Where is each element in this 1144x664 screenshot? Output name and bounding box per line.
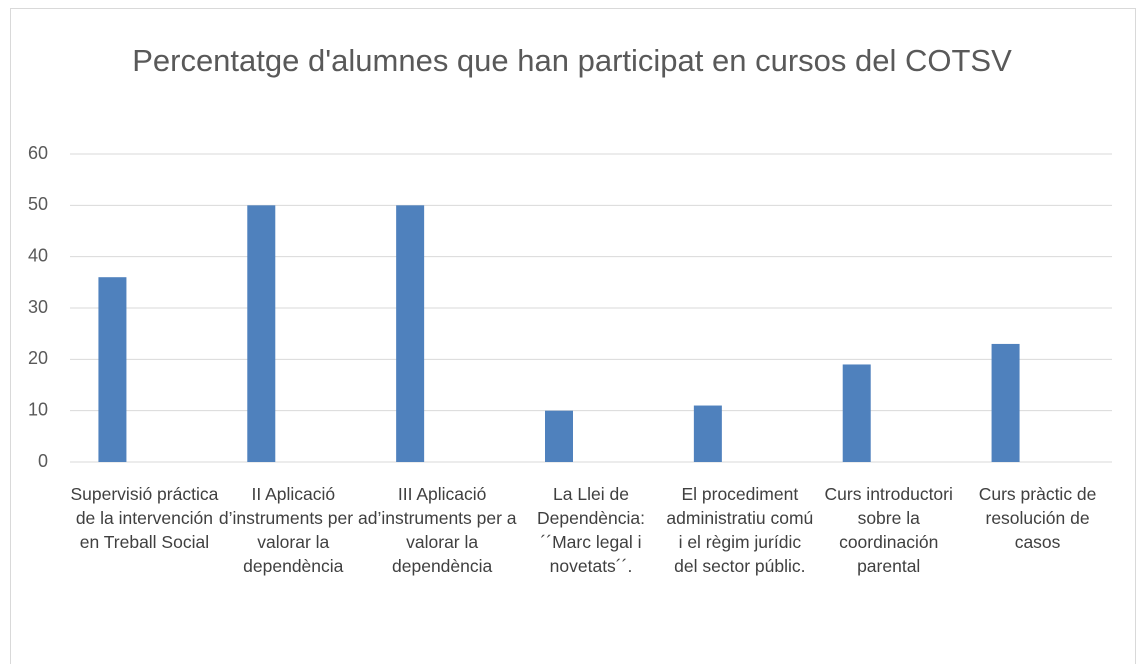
x-tick-label: Curs introductori sobre la coordinación … [824,484,953,576]
bar [842,364,871,462]
y-tick-label: 30 [28,297,48,317]
x-tick-label: Curs pràctic de resolución de casos [978,484,1097,552]
x-tick-label: El procediment administratiu comú i el r… [666,484,814,576]
x-tick-label: La Llei de Dependència: ´´Marc legal i n… [537,484,645,576]
y-tick-label: 50 [28,194,48,214]
y-tick-label: 10 [28,399,48,419]
bar [396,205,425,463]
bar [693,405,722,462]
bar [98,277,127,462]
chart-title: Percentatge d'alumnes que han participat… [132,43,1012,78]
x-tick-label: Supervisió práctica de la intervención e… [70,484,219,552]
x-tick-label: III Aplicació d’instruments per a valora… [367,484,517,576]
bar [247,205,276,463]
bar [545,410,573,462]
y-tick-label: 20 [28,348,48,368]
chart-border [10,8,1136,664]
x-tick-label: II Aplicació d’instruments per a valorar… [218,484,368,576]
y-tick-label: 0 [38,451,48,471]
y-tick-label: 40 [28,245,48,265]
bar [991,343,1020,462]
y-tick-label: 60 [28,143,48,163]
